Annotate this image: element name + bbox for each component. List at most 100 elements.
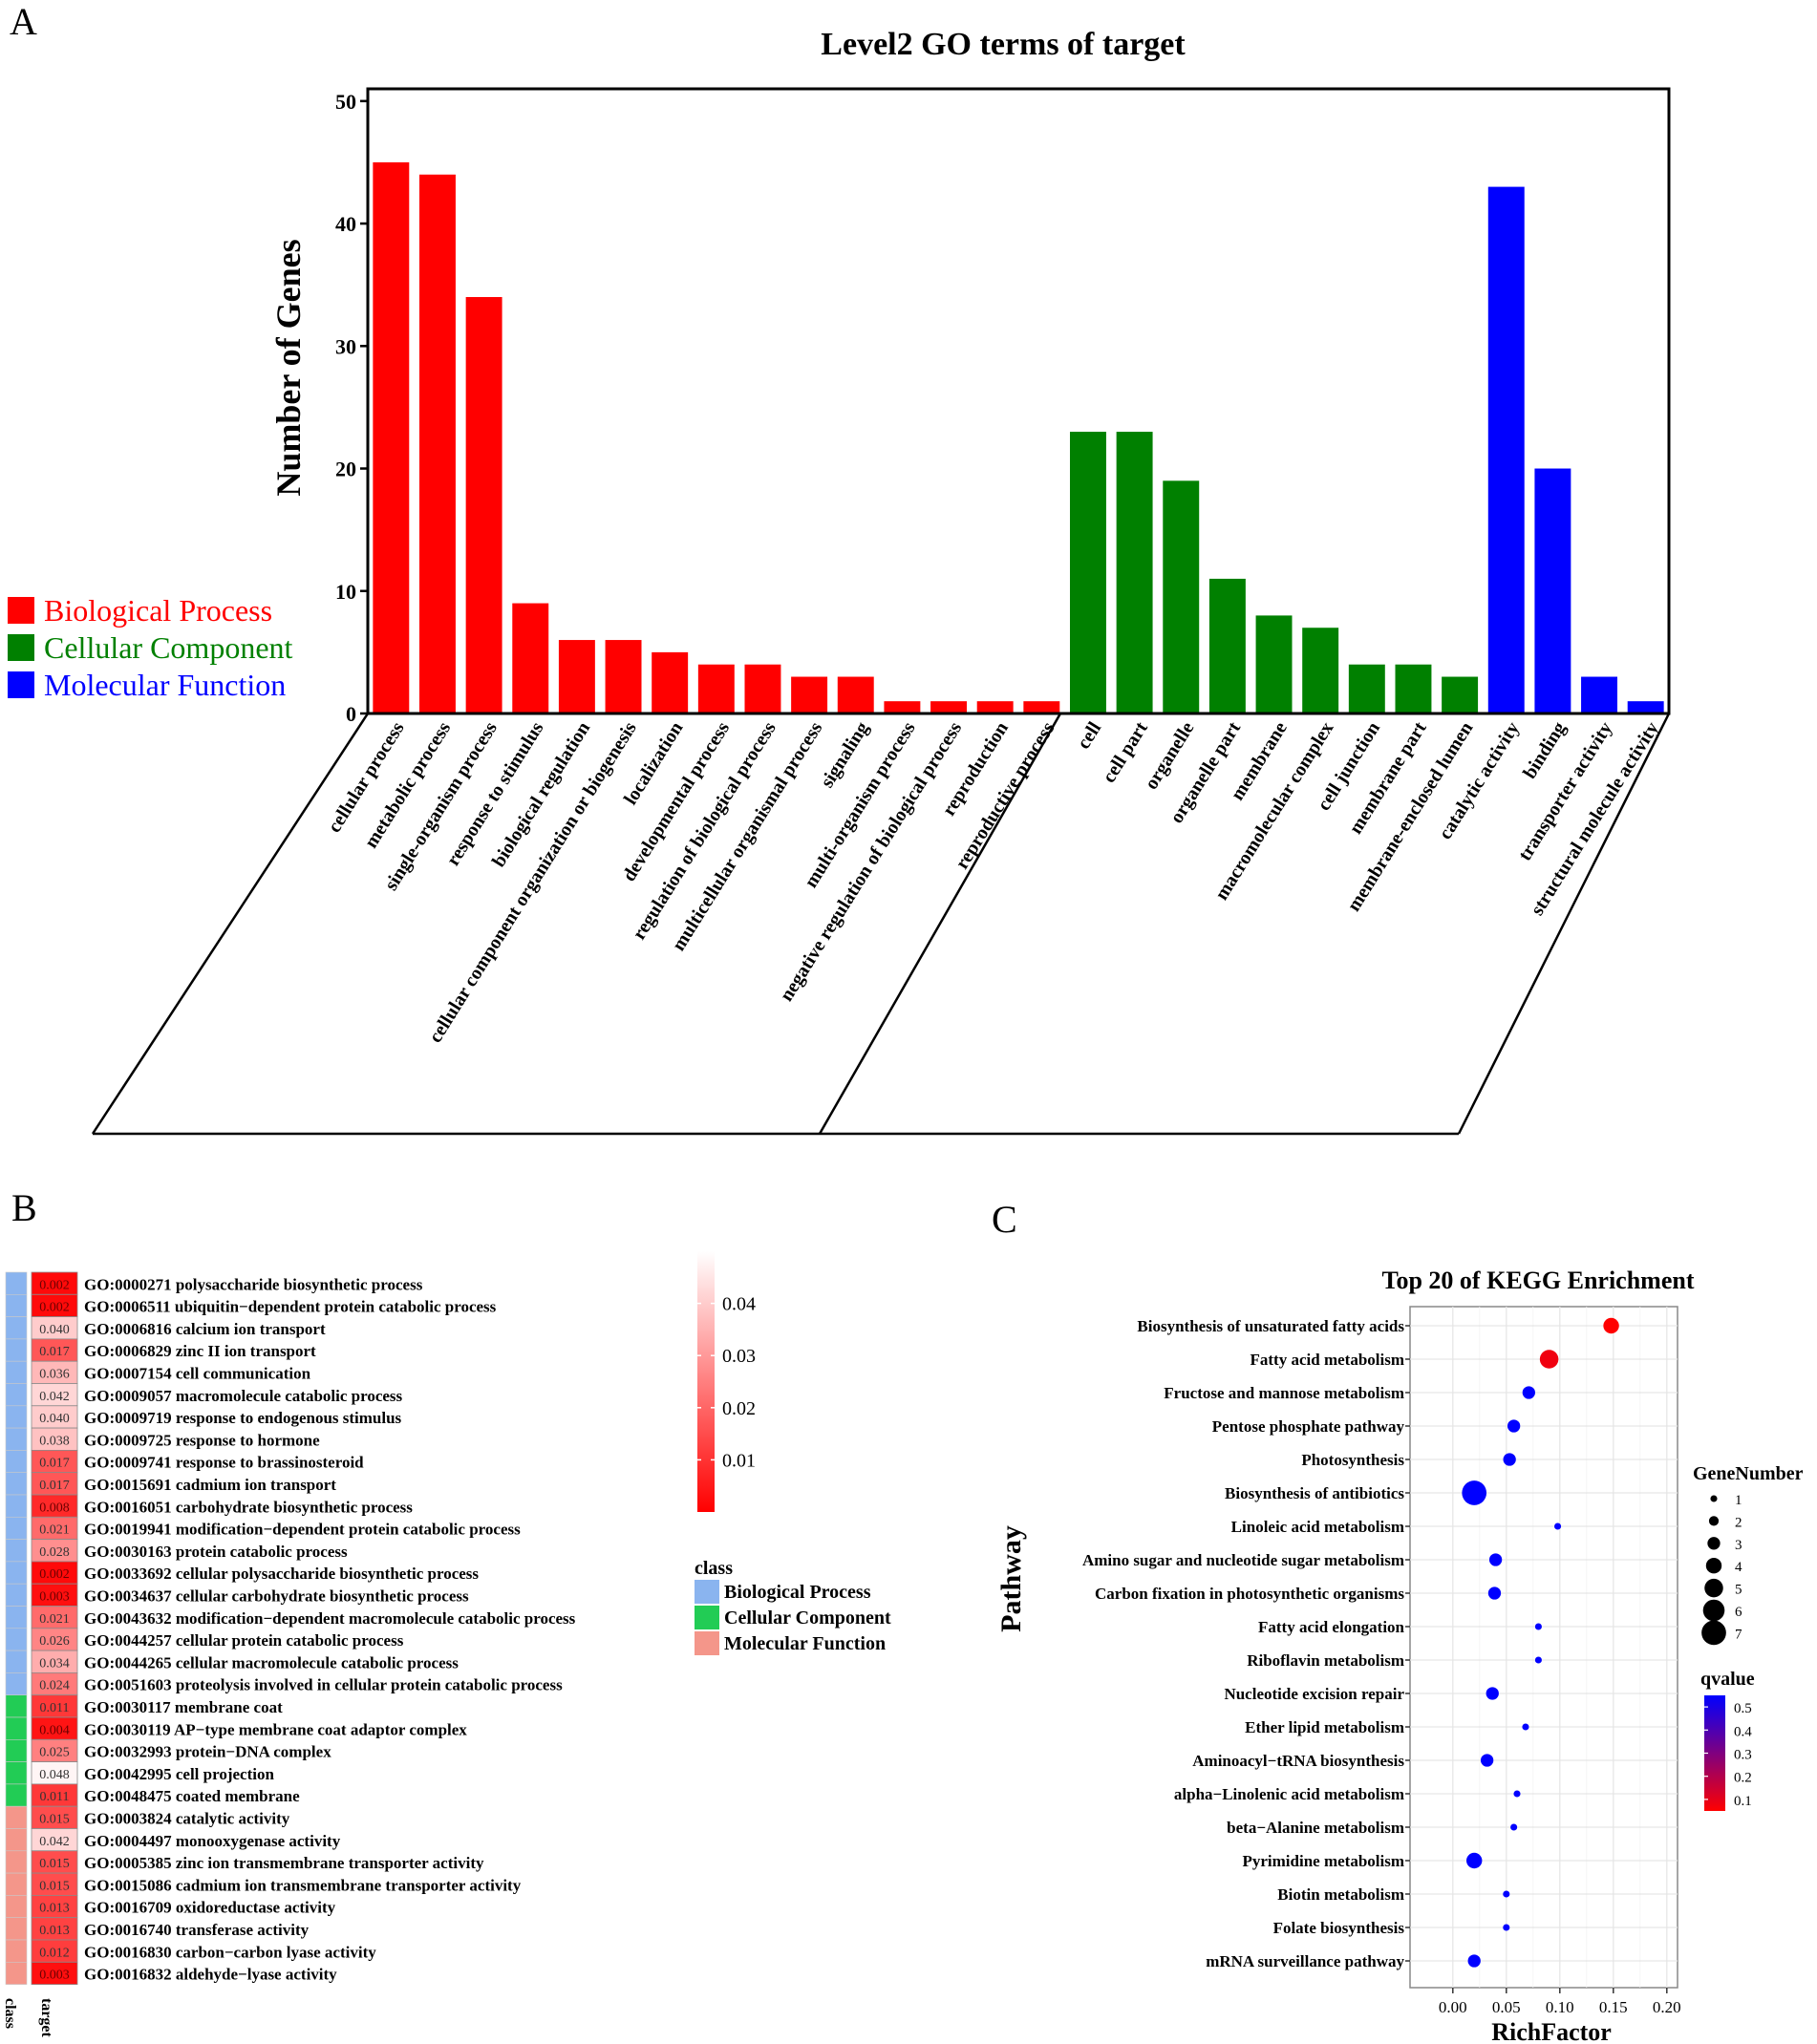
class-cell bbox=[5, 1316, 28, 1340]
class-cell bbox=[5, 1761, 28, 1785]
class-cell bbox=[5, 1672, 28, 1696]
data-point bbox=[1462, 1480, 1487, 1505]
size-legend-label: 7 bbox=[1735, 1627, 1742, 1642]
pathway-label: Amino sugar and nucleotide sugar metabol… bbox=[1082, 1551, 1404, 1569]
bar bbox=[1442, 676, 1479, 713]
heatmap-row: 0.024 GO:0051603 proteolysis involved in … bbox=[5, 1672, 563, 1696]
class-cell bbox=[5, 1360, 28, 1384]
size-legend-label: 6 bbox=[1735, 1605, 1742, 1620]
data-point bbox=[1534, 1656, 1542, 1664]
heatmap-row: 0.017 GO:0006829 zinc II ion transport bbox=[5, 1338, 316, 1362]
cell-value: 0.021 bbox=[39, 1612, 70, 1627]
data-point bbox=[1522, 1386, 1535, 1399]
size-legend-label: 2 bbox=[1735, 1515, 1742, 1530]
go-term-label: GO:0015086 cadmium ion transmembrane tra… bbox=[84, 1876, 522, 1894]
go-term-label: GO:0015691 cadmium ion transport bbox=[84, 1476, 336, 1494]
cell-value: 0.015 bbox=[39, 1857, 70, 1871]
pathway-label: Biosynthesis of unsaturated fatty acids bbox=[1137, 1317, 1404, 1335]
go-term-label: GO:0042995 cell projection bbox=[84, 1765, 274, 1783]
color-scale-bar bbox=[697, 1251, 715, 1512]
cell-value: 0.011 bbox=[40, 1790, 70, 1804]
bar bbox=[1395, 664, 1432, 713]
heatmap-row: 0.040 GO:0009719 response to endogenous s… bbox=[5, 1405, 402, 1429]
bar bbox=[1208, 578, 1246, 713]
legend-swatch bbox=[8, 634, 34, 661]
panel-label-a: A bbox=[10, 0, 37, 43]
pathway-label: Linoleic acid metabolism bbox=[1231, 1518, 1404, 1536]
bar-chart-title: Level2 GO terms of target bbox=[821, 27, 1186, 62]
bar bbox=[558, 640, 595, 713]
go-term-label: GO:0016830 carbon−carbon lyase activity bbox=[84, 1943, 376, 1961]
cell-value: 0.034 bbox=[39, 1656, 70, 1671]
data-point bbox=[1507, 1419, 1521, 1433]
class-cell bbox=[5, 1650, 28, 1673]
class-cell bbox=[5, 1783, 28, 1807]
cell-value: 0.015 bbox=[39, 1879, 70, 1893]
cell-value: 0.013 bbox=[39, 1902, 70, 1916]
qvalue-tick-label: 0.3 bbox=[1734, 1748, 1752, 1763]
data-point bbox=[1466, 1852, 1483, 1869]
class-cell bbox=[5, 1872, 28, 1896]
panel-label-c: C bbox=[992, 1198, 1017, 1241]
heatmap-column-class: class bbox=[2, 1998, 18, 2029]
cell-value: 0.002 bbox=[39, 1567, 70, 1582]
go-term-label: GO:0009725 response to hormone bbox=[84, 1431, 320, 1449]
pathway-label: Riboflavin metabolism bbox=[1247, 1651, 1404, 1670]
legend-label: Molecular Function bbox=[44, 668, 286, 702]
y-tick-label: 20 bbox=[335, 458, 356, 481]
heatmap-row: 0.003 GO:0016832 aldehyde−lyase activity bbox=[5, 1961, 337, 1986]
qvalue-color-bar bbox=[1704, 1695, 1725, 1811]
heatmap-row: 0.040 GO:0006816 calcium ion transport bbox=[5, 1316, 326, 1340]
pathway-label: Photosynthesis bbox=[1301, 1451, 1404, 1469]
data-point bbox=[1554, 1522, 1562, 1530]
data-point bbox=[1487, 1586, 1502, 1600]
data-point bbox=[1467, 1954, 1481, 1968]
data-point bbox=[1534, 1623, 1542, 1630]
pathway-label: alpha−Linolenic acid metabolism bbox=[1174, 1785, 1404, 1803]
class-cell bbox=[5, 1895, 28, 1919]
heatmap-row: 0.017 GO:0009741 response to brassinoster… bbox=[5, 1450, 364, 1474]
bar bbox=[465, 297, 502, 713]
cell-value: 0.028 bbox=[39, 1545, 70, 1560]
target-cell bbox=[31, 1961, 78, 1986]
class-cell bbox=[5, 1850, 28, 1874]
pathway-label: Nucleotide excision repair bbox=[1224, 1685, 1404, 1703]
class-legend-swatch bbox=[695, 1580, 719, 1604]
y-tick-label: 50 bbox=[335, 90, 356, 114]
go-term-label: GO:0044257 cellular protein catabolic pr… bbox=[84, 1631, 404, 1650]
go-term-label: GO:0000271 polysaccharide biosynthetic p… bbox=[84, 1275, 423, 1293]
go-heatmap: 0.002 GO:0000271 polysaccharide biosynthe… bbox=[2, 1251, 891, 2038]
heatmap-row: 0.034 GO:0044265 cellular macromolecule c… bbox=[5, 1650, 459, 1673]
bar bbox=[1627, 701, 1664, 713]
size-legend-dot bbox=[1707, 1537, 1721, 1550]
scale-tick-label: 0.03 bbox=[722, 1346, 756, 1367]
class-cell bbox=[5, 1828, 28, 1852]
heatmap-row: 0.015 GO:0015086 cadmium ion transmembran… bbox=[5, 1872, 522, 1896]
bar bbox=[697, 664, 735, 713]
bar bbox=[837, 676, 874, 713]
data-point bbox=[1503, 1924, 1510, 1931]
y-tick-label: 10 bbox=[335, 580, 356, 604]
heatmap-row: 0.038 GO:0009725 response to hormone bbox=[5, 1427, 320, 1451]
class-cell bbox=[5, 1427, 28, 1451]
bar bbox=[791, 676, 828, 713]
qvalue-legend-title: qvalue bbox=[1700, 1669, 1755, 1690]
heatmap-row: 0.028 GO:0030163 protein catabolic proces… bbox=[5, 1539, 348, 1563]
go-term-label: GO:0048475 coated membrane bbox=[84, 1787, 300, 1805]
y-tick-label: 0 bbox=[346, 702, 356, 726]
class-cell bbox=[5, 1939, 28, 1963]
qvalue-tick-label: 0.5 bbox=[1734, 1701, 1752, 1716]
qvalue-tick-label: 0.2 bbox=[1734, 1771, 1752, 1786]
go-term-label: GO:0006816 calcium ion transport bbox=[84, 1320, 326, 1338]
go-term-label: GO:0005385 zinc ion transmembrane transp… bbox=[84, 1854, 484, 1872]
class-cell bbox=[5, 1517, 28, 1540]
pathway-label: Fatty acid elongation bbox=[1258, 1618, 1405, 1636]
heatmap-row: 0.003 GO:0034637 cellular carbohydrate bi… bbox=[5, 1583, 469, 1607]
data-point bbox=[1488, 1553, 1503, 1566]
heatmap-row: 0.015 GO:0003824 catalytic activity bbox=[5, 1805, 290, 1829]
pathway-label: Biosynthesis of antibiotics bbox=[1225, 1484, 1404, 1502]
go-term-label: GO:0030117 membrane coat bbox=[84, 1698, 283, 1716]
heatmap-row: 0.013 GO:0016709 oxidoreductase activity bbox=[5, 1895, 336, 1919]
bar bbox=[1302, 628, 1339, 713]
